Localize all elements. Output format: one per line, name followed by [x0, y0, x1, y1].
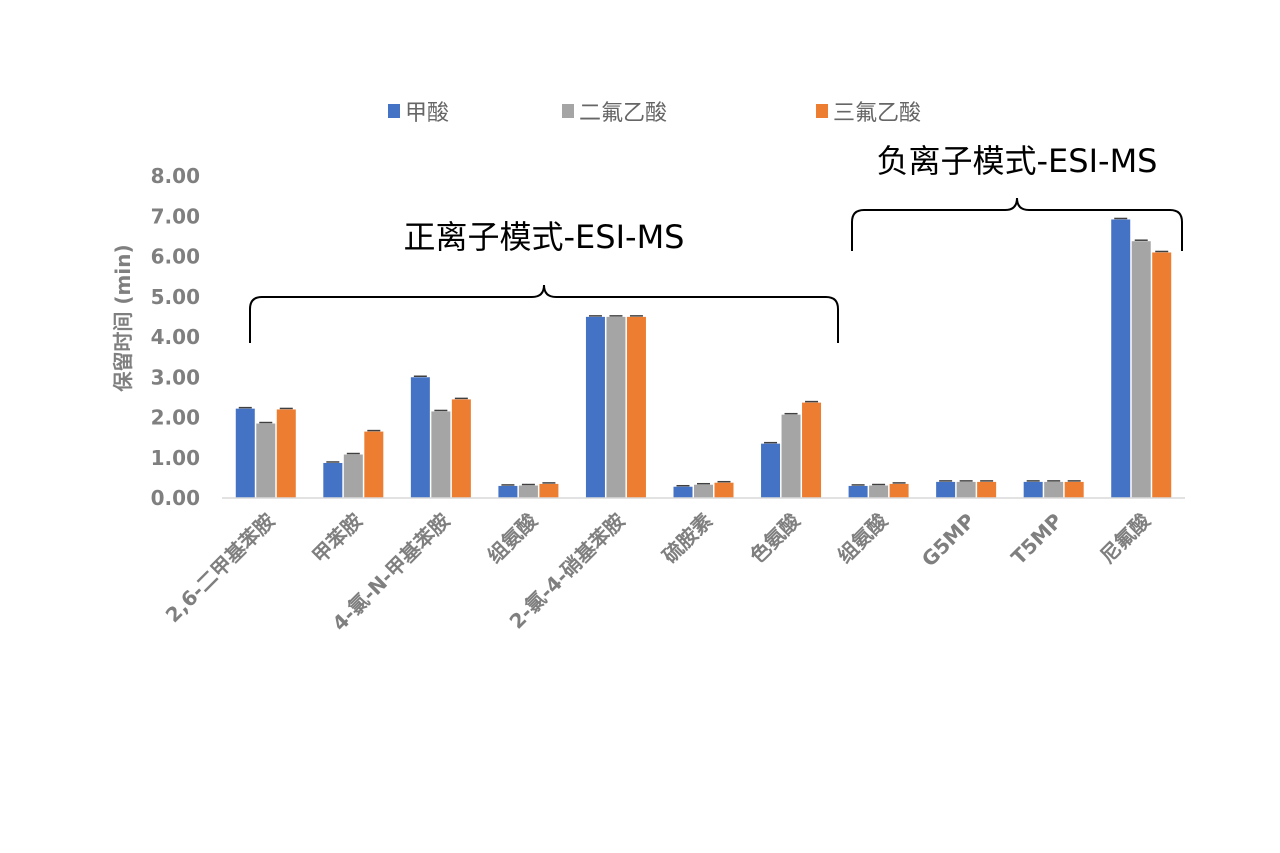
bar	[276, 409, 296, 498]
legend-label: 三氟乙酸	[833, 101, 921, 126]
bar	[761, 443, 781, 498]
bar	[869, 485, 889, 498]
bar	[343, 454, 363, 498]
bar	[977, 481, 997, 498]
x-category-label: 甲苯胺	[307, 509, 366, 568]
x-category-label: 组氨酸	[833, 508, 893, 568]
x-category-label: 尼氟酸	[1095, 508, 1155, 568]
bar	[1064, 481, 1084, 498]
bar	[1152, 252, 1172, 498]
bar	[848, 485, 868, 498]
x-category-label: G5MP	[917, 509, 980, 572]
y-tick-label: 2.00	[151, 406, 200, 430]
x-category-label: T5MP	[1006, 509, 1067, 570]
bar	[323, 462, 343, 498]
bar	[889, 483, 909, 498]
bar	[451, 399, 471, 498]
y-axis-label: 保留时间 (min)	[111, 244, 135, 392]
x-category-label: 组氨酸	[483, 508, 543, 568]
legend-swatch	[816, 104, 828, 118]
bar	[518, 485, 538, 498]
legend-swatch	[388, 104, 400, 118]
x-category-label: 2,6-二甲基苯胺	[161, 509, 280, 628]
y-tick-label: 3.00	[151, 365, 200, 389]
bar	[606, 316, 626, 498]
y-tick-label: 5.00	[151, 285, 200, 309]
group-bracket	[851, 197, 1183, 251]
legend: 甲酸 二氟乙酸 三氟乙酸	[388, 101, 921, 126]
bar	[1131, 241, 1151, 498]
bar	[1023, 481, 1043, 498]
bar	[256, 423, 276, 498]
bar	[235, 408, 255, 498]
y-tick-label: 1.00	[151, 446, 200, 470]
x-category-label: 色氨酸	[745, 508, 805, 568]
bar	[498, 485, 518, 498]
bar	[802, 402, 822, 498]
group-label: 正离子模式-ESI-MS	[404, 218, 685, 256]
bar	[781, 414, 801, 498]
legend-swatch	[562, 104, 574, 118]
bar	[714, 482, 734, 498]
y-axis: 0.00 1.00 2.00 3.00 4.00 5.00 6.00 7.00 8.00	[151, 164, 200, 510]
bar	[936, 481, 956, 498]
group-bracket	[249, 284, 839, 343]
bar	[585, 316, 605, 498]
legend-label: 甲酸	[405, 101, 449, 126]
y-tick-label: 4.00	[151, 325, 200, 349]
bar	[410, 377, 430, 498]
y-tick-label: 8.00	[151, 164, 200, 188]
bar	[1044, 481, 1064, 498]
bar	[431, 411, 451, 498]
legend-label: 二氟乙酸	[579, 101, 667, 126]
bar	[673, 486, 693, 498]
bar	[956, 481, 976, 498]
group-label: 负离子模式-ESI-MS	[877, 142, 1158, 180]
bar	[539, 483, 559, 498]
group-annotations: 正离子模式-ESI-MS 负离子模式-ESI-MS	[249, 142, 1183, 343]
bar	[694, 484, 713, 498]
y-tick-label: 6.00	[151, 245, 200, 269]
x-category-label: 硫胺素	[658, 509, 717, 568]
bar	[364, 431, 384, 498]
y-tick-label: 7.00	[151, 204, 200, 228]
y-tick-label: 0.00	[151, 486, 200, 510]
bar	[626, 316, 646, 498]
bar	[1111, 219, 1131, 498]
bars	[235, 217, 1172, 498]
